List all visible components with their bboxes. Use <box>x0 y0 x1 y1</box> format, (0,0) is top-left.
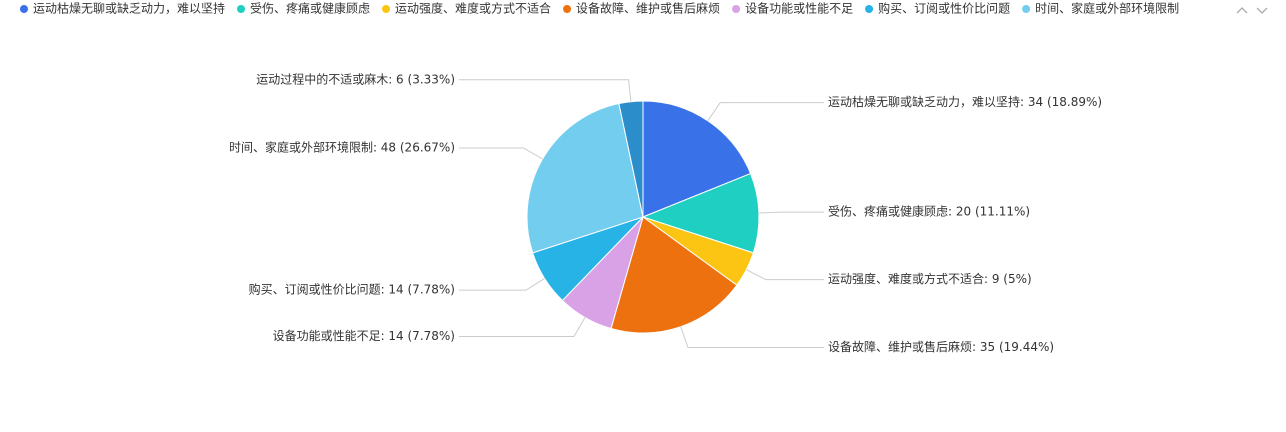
data-label: 购买、订阅或性价比问题: 14 (7.78%) <box>249 282 455 297</box>
legend-item[interactable]: 运动枯燥无聊或缺乏动力，难以坚持 <box>20 1 225 16</box>
data-label: 运动强度、难度或方式不适合: 9 (5%) <box>828 271 1032 286</box>
legend-swatch <box>237 5 246 13</box>
legend-swatch <box>732 5 741 13</box>
legend-label: 时间、家庭或外部环境限制 <box>1035 1 1179 16</box>
pie: 运动枯燥无聊或缺乏动力，难以坚持: 34 (18.89%) 受伤、疼痛或健康顾虑:… <box>229 71 1102 354</box>
data-label: 运动过程中的不适或麻木: 6 (3.33%) <box>256 71 455 86</box>
pie-slice <box>642 100 752 218</box>
legend-swatch <box>563 5 572 13</box>
legend-item[interactable]: 设备故障、维护或售后麻烦 <box>563 1 720 16</box>
legend-label: 设备故障、维护或售后麻烦 <box>576 1 720 16</box>
pie-slice <box>610 216 738 334</box>
legend-label: 运动枯燥无聊或缺乏动力，难以坚持 <box>33 1 225 16</box>
legend-item[interactable]: 受伤、疼痛或健康顾虑 <box>237 1 370 16</box>
legend-prev[interactable] <box>1236 7 1248 14</box>
legend-pager[interactable] <box>1236 7 1268 14</box>
legend-item[interactable]: 购买、订阅或性价比问题 <box>865 1 1010 16</box>
legend-next[interactable] <box>1256 7 1268 14</box>
legend-swatch <box>1022 5 1031 13</box>
pie-slice <box>641 172 760 254</box>
legend-swatch <box>382 5 391 13</box>
leader-line <box>707 102 824 122</box>
legend-label: 受伤、疼痛或健康顾虑 <box>250 1 370 16</box>
legend-label: 设备功能或性能不足 <box>745 2 853 16</box>
data-label: 运动枯燥无聊或缺乏动力，难以坚持: 34 (18.89%) <box>828 94 1102 109</box>
data-label: 设备故障、维护或售后麻烦: 35 (19.44%) <box>828 339 1054 354</box>
pie-slice <box>618 100 644 218</box>
leader-line <box>459 147 543 160</box>
leader-line <box>746 269 824 281</box>
legend-swatch <box>20 5 28 13</box>
leader-line <box>459 79 632 102</box>
data-label: 设备功能或性能不足: 14 (7.78%) <box>273 329 455 343</box>
data-label: 受伤、疼痛或健康顾虑: 20 (11.11%) <box>828 204 1030 219</box>
leader-line <box>680 326 824 348</box>
legend: 运动枯燥无聊或缺乏动力，难以坚持 受伤、疼痛或健康顾虑 运动强度、难度或方式不适合 设… <box>20 1 1179 16</box>
legend-swatch <box>865 5 874 13</box>
leader-line <box>459 317 586 338</box>
legend-item[interactable]: 运动强度、难度或方式不适合 <box>382 1 551 16</box>
legend-label: 运动强度、难度或方式不适合 <box>395 1 551 16</box>
legend-label: 购买、订阅或性价比问题 <box>878 1 1010 16</box>
leader-line <box>459 278 545 291</box>
legend-item[interactable]: 时间、家庭或外部环境限制 <box>1022 1 1179 16</box>
leader-line <box>758 211 824 214</box>
data-label: 时间、家庭或外部环境限制: 48 (26.67%) <box>229 140 455 155</box>
legend-item[interactable]: 设备功能或性能不足 <box>732 2 853 16</box>
